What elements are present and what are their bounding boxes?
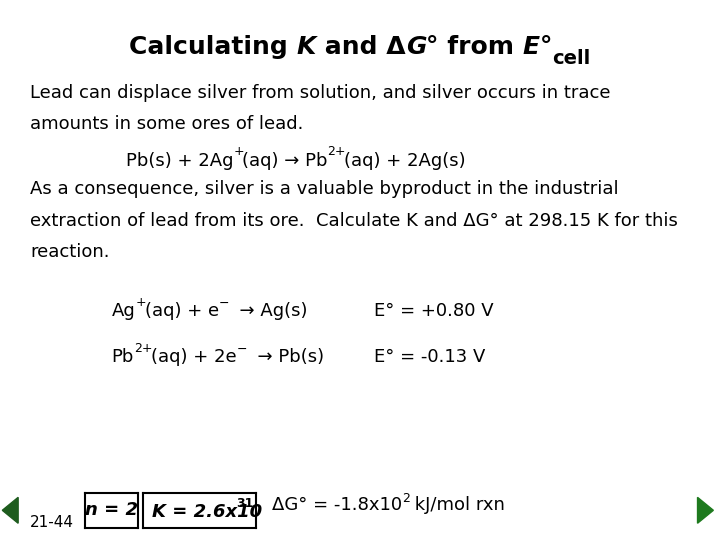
Text: −: − bbox=[237, 343, 247, 356]
Text: n = 2: n = 2 bbox=[85, 501, 138, 519]
Text: +: + bbox=[135, 296, 146, 309]
Text: (aq) → Pb: (aq) → Pb bbox=[242, 152, 328, 170]
Text: ΔG° = -1.8x10: ΔG° = -1.8x10 bbox=[272, 496, 402, 514]
Text: extraction of lead from its ore.  Calculate K and ΔG° at 298.15 K for this: extraction of lead from its ore. Calcula… bbox=[30, 212, 678, 230]
Text: 2+: 2+ bbox=[134, 342, 153, 355]
Text: 2: 2 bbox=[402, 492, 410, 505]
Text: +: + bbox=[233, 145, 244, 158]
Text: Ag: Ag bbox=[112, 302, 135, 320]
Text: → Ag(s): → Ag(s) bbox=[228, 302, 307, 320]
Text: Calculating: Calculating bbox=[129, 35, 297, 59]
Text: 2+: 2+ bbox=[328, 145, 346, 158]
Text: ° from: ° from bbox=[426, 35, 523, 59]
Text: amounts in some ores of lead.: amounts in some ores of lead. bbox=[30, 115, 304, 133]
Text: −: − bbox=[219, 297, 229, 310]
Text: (aq) + 2Ag(s): (aq) + 2Ag(s) bbox=[344, 152, 465, 170]
Text: reaction.: reaction. bbox=[30, 243, 109, 261]
Text: Lead can displace silver from solution, and silver occurs in trace: Lead can displace silver from solution, … bbox=[30, 84, 611, 102]
Text: Pb(s) + 2Ag: Pb(s) + 2Ag bbox=[126, 152, 233, 170]
Text: E° = +0.80 V: E° = +0.80 V bbox=[374, 302, 494, 320]
Text: (aq) + e: (aq) + e bbox=[145, 302, 219, 320]
Text: (aq) + 2e: (aq) + 2e bbox=[151, 348, 237, 366]
Text: K = 2.6x10: K = 2.6x10 bbox=[152, 503, 262, 521]
Text: K: K bbox=[297, 35, 316, 59]
Text: E° = -0.13 V: E° = -0.13 V bbox=[374, 348, 486, 366]
Text: 31: 31 bbox=[236, 497, 253, 510]
Polygon shape bbox=[2, 497, 18, 523]
Text: and Δ: and Δ bbox=[316, 35, 405, 59]
Text: °: ° bbox=[540, 35, 552, 59]
Text: E: E bbox=[523, 35, 540, 59]
Text: cell: cell bbox=[552, 49, 591, 68]
Text: kJ/mol rxn: kJ/mol rxn bbox=[409, 496, 505, 514]
Text: G: G bbox=[405, 35, 426, 59]
Text: Pb: Pb bbox=[112, 348, 134, 366]
Text: → Pb(s): → Pb(s) bbox=[246, 348, 324, 366]
Polygon shape bbox=[698, 497, 714, 523]
Text: 21-44: 21-44 bbox=[30, 515, 74, 530]
Text: As a consequence, silver is a valuable byproduct in the industrial: As a consequence, silver is a valuable b… bbox=[30, 180, 619, 198]
